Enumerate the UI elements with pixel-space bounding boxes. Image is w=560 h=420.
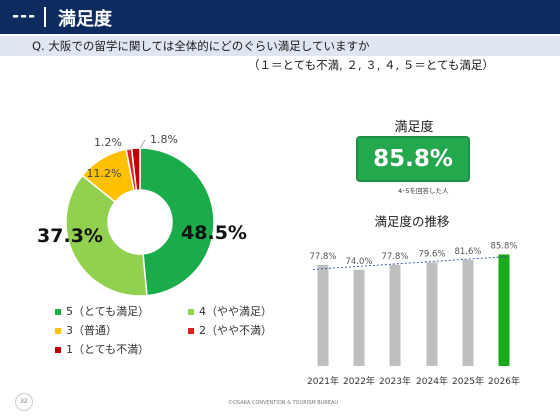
legend-item-1: 1（とても不満） <box>55 341 149 357</box>
trend-bar-2025年 <box>462 259 474 366</box>
header-divider <box>44 7 46 27</box>
pie-slice-1 <box>130 147 141 192</box>
question-scale: （１＝とても不満, ２, ３, ４, ５＝とても満足） <box>248 58 494 72</box>
header-bar: --- 満足度 <box>0 0 560 34</box>
pie-label-2: 1.2% <box>94 136 122 149</box>
trend-bar-2022年 <box>353 269 365 366</box>
legend-item-4: 4（やや満足） <box>188 303 272 319</box>
question-text: Q. 大阪での留学に関しては全体的にどのぐらい満足していますか <box>32 39 370 53</box>
trendline <box>312 256 509 270</box>
pie-slice-5 <box>139 147 215 297</box>
legend-label-3: 3（普通） <box>66 324 117 337</box>
question-band <box>0 36 560 56</box>
legend-swatch-1 <box>55 347 61 353</box>
header-dashes: --- <box>12 6 37 26</box>
satisfaction-box: 85.8% <box>356 136 470 182</box>
page-title: 満足度 <box>58 9 112 30</box>
legend-item-3: 3（普通） <box>55 322 117 338</box>
legend-swatch-4 <box>188 309 194 315</box>
legend-swatch-3 <box>55 328 61 334</box>
trend-value-label: 77.8% <box>381 252 408 262</box>
legend-label-2: 2（やや不満） <box>199 324 272 337</box>
trend-bar-2024年 <box>426 262 438 366</box>
trend-bar-2023年 <box>389 264 401 366</box>
legend-label-4: 4（やや満足） <box>199 305 272 318</box>
trend-category-label: 2026年 <box>488 375 520 387</box>
legend-label-1: 1（とても不満） <box>66 343 150 356</box>
copyright: ©OSAKA CONVENTION & TOURISM BUREAU <box>228 400 339 406</box>
satisfaction-label: 満足度 <box>394 120 434 135</box>
pie-leader-line <box>139 139 146 149</box>
page-number: 32 <box>15 393 33 411</box>
trend-value-label: 79.6% <box>418 250 445 260</box>
pie-label-3: 11.2% <box>87 167 122 180</box>
satisfaction-value: 85.8% <box>373 146 453 172</box>
trend-value-label: 74.0% <box>345 257 372 267</box>
pie-slice-4 <box>65 174 148 297</box>
trend-category-label: 2024年 <box>416 375 448 387</box>
legend-item-5: 5（とても満足） <box>55 303 149 319</box>
trend-chart-title: 満足度の推移 <box>374 214 449 229</box>
trend-value-label: 85.8% <box>490 241 517 251</box>
trend-bar-2026年 <box>498 254 510 366</box>
trend-category-label: 2022年 <box>343 375 375 387</box>
legend-swatch-2 <box>188 328 194 334</box>
legend-label-5: 5（とても満足） <box>66 305 150 318</box>
trend-category-label: 2025年 <box>452 375 484 387</box>
legend-item-2: 2（やや不満） <box>188 322 272 338</box>
pie-label-5: 48.5% <box>181 222 247 244</box>
satisfaction-note: 4･5を回答した人 <box>398 187 449 195</box>
pie-label-4: 37.3% <box>37 225 103 247</box>
trend-value-label: 81.6% <box>454 247 481 257</box>
legend-swatch-5 <box>55 309 61 315</box>
trend-category-label: 2021年 <box>307 375 339 387</box>
trend-value-label: 77.8% <box>309 252 336 262</box>
trend-bar-2021年 <box>317 264 329 366</box>
trend-category-label: 2023年 <box>379 375 411 387</box>
pie-label-1: 1.8% <box>150 133 178 146</box>
